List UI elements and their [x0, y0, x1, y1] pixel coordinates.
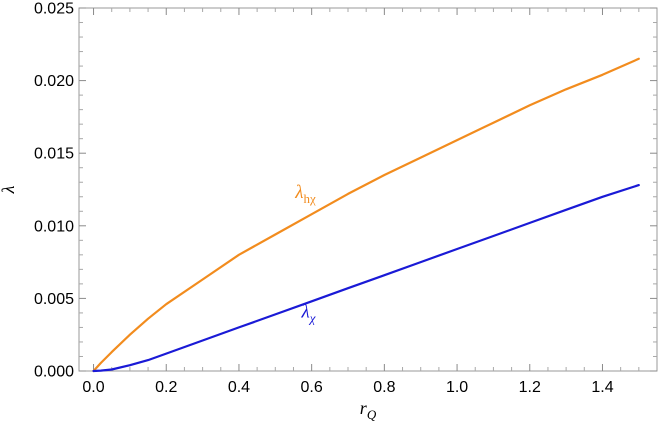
- axis-ticks: 0.0 0.2 0.4 0.6 0.8 1.0 1.2 1.4 0.000 0.005 0.010 0…: [34, 1, 657, 396]
- x-tick-label: 1.4: [591, 379, 613, 396]
- x-tick-label: 0.6: [301, 379, 323, 396]
- series-label-lambda-chi-main: λ: [300, 301, 309, 322]
- series-label-lambda-h-chi: λhχ: [294, 182, 316, 206]
- y-tick-label: 0.020: [34, 73, 74, 90]
- y-tick-label: 0.010: [34, 218, 74, 235]
- y-tick-label: 0.015: [34, 146, 74, 163]
- x-axis-label-main: r: [360, 398, 368, 418]
- x-axis-label-sub: Q: [367, 407, 377, 422]
- x-tick-label: 1.0: [446, 379, 468, 396]
- plot-frame: [78, 7, 658, 372]
- y-tick-label: 0.005: [34, 291, 74, 308]
- y-axis-label: λ: [0, 185, 18, 194]
- x-tick-label: 0.4: [228, 379, 250, 396]
- plot-border: [78, 7, 658, 372]
- series-label-lambda-h-chi-sub: hχ: [304, 191, 317, 206]
- series-line-lambda-chi: [92, 184, 640, 373]
- axis-and-series-labels: rQ λ λhχ λχ: [0, 182, 377, 422]
- series-lines: [92, 57, 640, 373]
- y-tick-label: 0.000: [34, 364, 74, 381]
- x-tick-label: 0.2: [155, 379, 177, 396]
- y-tick-label: 0.025: [34, 1, 74, 18]
- series-label-lambda-chi: λχ: [300, 301, 315, 325]
- x-tick-label: 0.0: [82, 379, 104, 396]
- series-label-lambda-h-chi-main: λ: [294, 182, 303, 203]
- series-line-lambda-h-chi: [92, 57, 640, 373]
- x-tick-label: 0.8: [373, 379, 395, 396]
- series-label-lambda-chi-sub: χ: [308, 310, 316, 325]
- x-axis-label: rQ: [360, 398, 377, 422]
- x-tick-label: 1.2: [519, 379, 541, 396]
